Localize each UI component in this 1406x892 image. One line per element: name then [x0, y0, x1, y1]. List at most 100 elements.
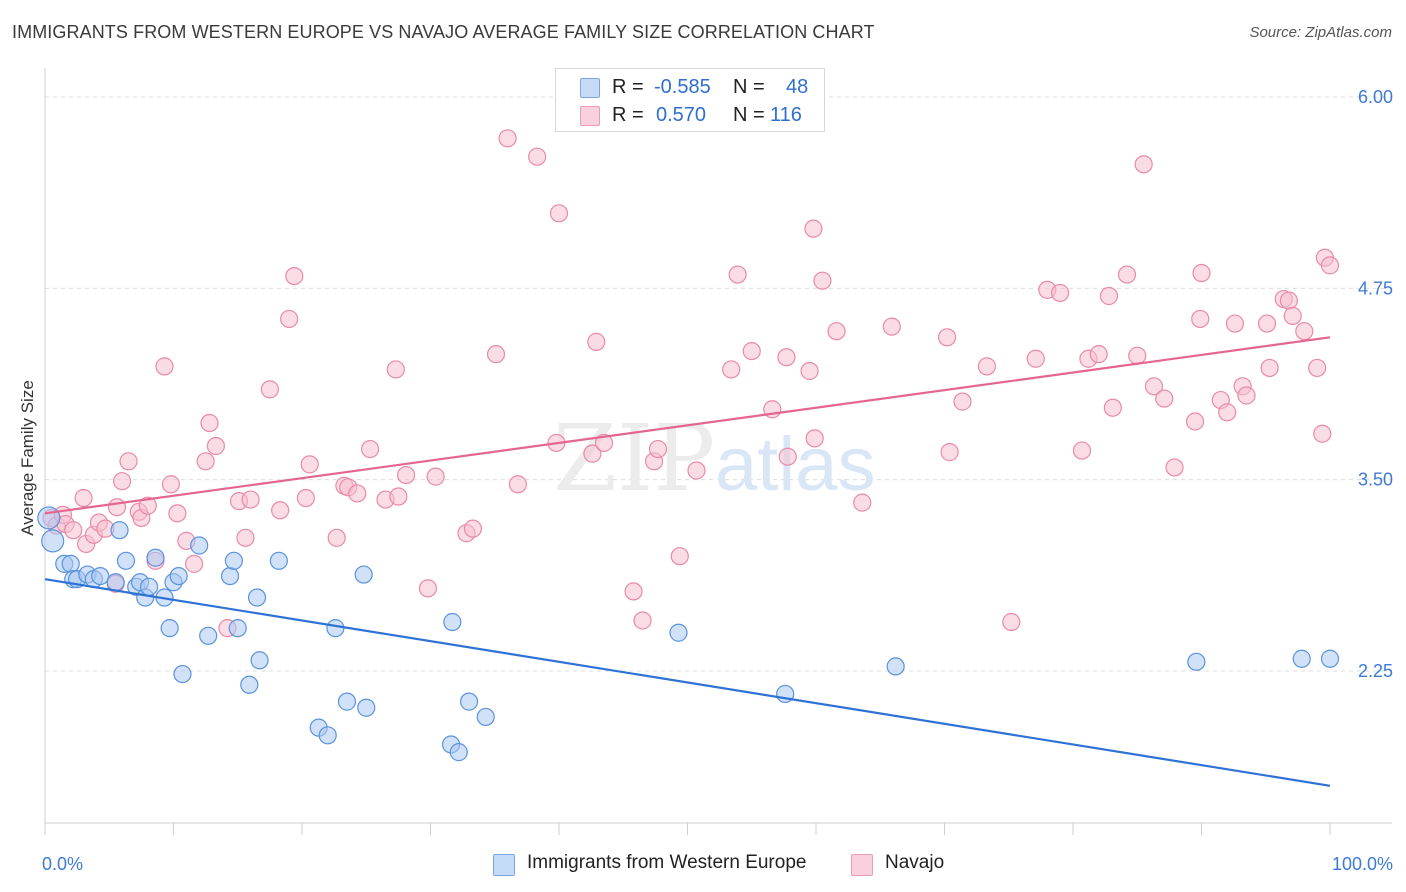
scatter-point-western-europe [61, 554, 80, 573]
scatter-point-navajo [583, 444, 602, 463]
scatter-point-navajo [722, 360, 741, 379]
scatter-point-navajo [827, 322, 846, 341]
scatter-point-navajo [742, 341, 761, 361]
pink-swatch-icon [851, 854, 873, 876]
scatter-point-navajo [418, 579, 438, 598]
scatter-point-navajo [1117, 265, 1137, 284]
y-tick-label: 6.00 [1358, 87, 1393, 107]
scatter-point-navajo [1257, 314, 1277, 333]
scatter-point-navajo [670, 547, 689, 566]
scatter-point-navajo [800, 361, 819, 381]
stats-legend: R = -0.585 N = 48 R = 0.570 N = 116 [555, 68, 825, 132]
scatter-point-navajo [155, 357, 174, 376]
scatter-point-western-europe [139, 577, 159, 596]
chart-source: Source: ZipAtlas.com [1249, 24, 1392, 41]
scatter-point-western-europe [190, 536, 209, 555]
scatter-point-navajo [119, 452, 138, 471]
scatter-point-western-europe [318, 726, 337, 745]
scatter-point-western-europe [160, 619, 179, 638]
scatter-point-navajo [271, 501, 290, 520]
scatter-point-western-europe [443, 612, 462, 632]
legend-label: Navajo [885, 852, 945, 873]
trend-line-navajo [44, 336, 1331, 515]
scatter-point-navajo [1103, 398, 1122, 417]
scatter-point-navajo [1002, 612, 1021, 632]
scatter-point-navajo [1295, 322, 1314, 341]
scatter-point-western-europe [240, 675, 259, 694]
scatter-point-navajo [184, 554, 204, 573]
n-label: N = [733, 104, 765, 126]
scatter-point-navajo [1313, 424, 1332, 443]
scatter-point-navajo [280, 309, 299, 329]
scatter-point-western-europe [449, 743, 468, 762]
scatter-point-navajo [300, 455, 319, 474]
scatter-point-navajo [74, 488, 93, 508]
scatter-point-navajo [1185, 412, 1205, 431]
scatter-point-navajo [200, 413, 219, 433]
scatter-point-western-europe [106, 573, 125, 592]
scatter-point-western-europe [247, 588, 267, 607]
scatter-point-western-europe [337, 692, 357, 711]
scatter-point-navajo [1225, 314, 1245, 333]
scatter-point-navajo [648, 439, 668, 459]
blue-swatch-icon [580, 78, 600, 98]
scatter-point-navajo [296, 488, 315, 508]
scatter-point-western-europe [37, 506, 61, 530]
scatter-point-navajo [953, 392, 972, 411]
x-tick-label: 100.0% [1332, 854, 1393, 874]
r-label: R = [612, 76, 644, 98]
scatter-point-navajo [1165, 458, 1184, 477]
scatter-point-navajo [1308, 358, 1327, 378]
blue-swatch-icon [493, 854, 515, 876]
scatter-point-navajo [587, 332, 606, 352]
scatter-point-navajo [853, 493, 872, 512]
scatter-point-navajo [1128, 346, 1147, 365]
scatter-point-western-europe [1187, 652, 1206, 671]
scatter-point-navajo [937, 328, 957, 347]
scatter-point-navajo [1320, 256, 1340, 275]
x-tick-label: 0.0% [42, 854, 83, 874]
scatter-point-western-europe [250, 651, 269, 670]
scatter-point-western-europe [116, 551, 136, 570]
scatter-point-navajo [236, 528, 255, 547]
scatter-point-navajo [206, 436, 226, 456]
scatter-point-navajo [882, 317, 901, 336]
scatter-point-navajo [1051, 283, 1070, 303]
scatter-point-navajo [813, 271, 832, 290]
y-axis-label: Average Family Size [18, 380, 37, 536]
series-legend: Immigrants from Western Europe Navajo [0, 852, 1406, 878]
scatter-point-navajo [1089, 345, 1108, 364]
scatter-point-navajo [498, 129, 517, 148]
r-label: R = [612, 104, 644, 126]
scatter-point-navajo [624, 582, 643, 601]
scatter-point-navajo [977, 357, 997, 376]
scatter-point-western-europe [269, 551, 288, 570]
stats-legend-row-blue: R = -0.585 N = 48 [556, 73, 824, 101]
scatter-point-navajo [804, 219, 823, 238]
n-value: 48 [786, 76, 809, 98]
scatter-point-navajo [463, 519, 483, 538]
r-value: 0.570 [656, 104, 707, 126]
scatter-point-navajo [389, 487, 408, 506]
scatter-point-navajo [805, 429, 824, 448]
scatter-point-western-europe [91, 566, 110, 586]
scatter-point-western-europe [146, 548, 165, 567]
scatter-point-navajo [138, 496, 157, 515]
scatter-point-navajo [728, 265, 747, 284]
scatter-point-western-europe [199, 626, 218, 645]
scatter-point-western-europe [476, 707, 495, 727]
scatter-point-western-europe [220, 566, 240, 586]
scatter-point-western-europe [326, 619, 345, 638]
scatter-point-western-europe [224, 551, 243, 570]
scatter-point-navajo [1099, 286, 1119, 306]
scatter-point-navajo [1134, 155, 1153, 174]
scatter-point-navajo [528, 147, 547, 166]
scatter-point-western-europe [459, 692, 479, 711]
scatter-point-navajo [1279, 291, 1298, 310]
n-label: N = [733, 76, 765, 98]
scatter-point-navajo [426, 467, 445, 486]
scatter-point-western-europe [1320, 649, 1340, 668]
n-value: 116 [770, 104, 802, 126]
scatter-point-navajo [168, 504, 187, 523]
